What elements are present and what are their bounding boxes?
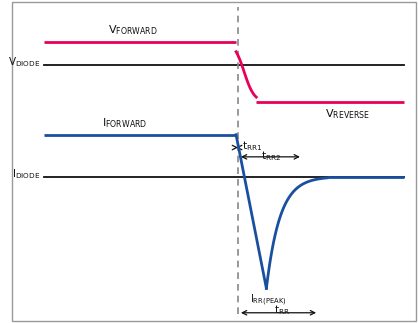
Bar — [12, 2, 416, 321]
Text: $\mathdefault{V}_{\mathdefault{REVERSE}}$: $\mathdefault{V}_{\mathdefault{REVERSE}}… — [325, 107, 370, 121]
Text: $\mathdefault{I}_{\mathdefault{DIODE}}$: $\mathdefault{I}_{\mathdefault{DIODE}}$ — [12, 167, 40, 181]
Text: $\mathdefault{t}_{\mathdefault{RR1}}$: $\mathdefault{t}_{\mathdefault{RR1}}$ — [242, 140, 263, 153]
Text: $\mathdefault{I}_{\mathdefault{FORWARD}}$: $\mathdefault{I}_{\mathdefault{FORWARD}}… — [102, 116, 148, 130]
Text: $\mathdefault{I}_{\mathdefault{RR(PEAK)}}$: $\mathdefault{I}_{\mathdefault{RR(PEAK)}… — [250, 293, 287, 308]
Text: $\mathdefault{t}_{\mathdefault{RR2}}$: $\mathdefault{t}_{\mathdefault{RR2}}$ — [261, 149, 281, 162]
Text: $\mathdefault{t}_{\mathdefault{RR}}$: $\mathdefault{t}_{\mathdefault{RR}}$ — [275, 304, 291, 317]
Text: $\mathdefault{V}_{\mathdefault{DIODE}}$: $\mathdefault{V}_{\mathdefault{DIODE}}$ — [8, 56, 40, 69]
Text: $\mathdefault{V}_{\mathdefault{FORWARD}}$: $\mathdefault{V}_{\mathdefault{FORWARD}}… — [108, 23, 158, 36]
